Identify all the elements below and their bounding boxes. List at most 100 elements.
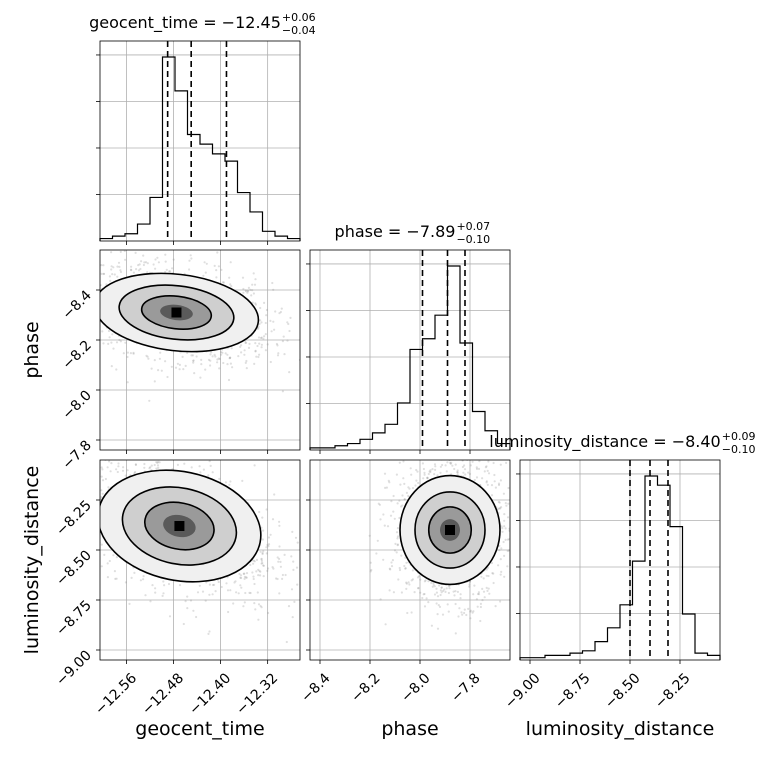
sample-point [110,268,113,271]
sample-point [383,524,386,527]
sample-point [190,354,193,357]
sample-point [498,549,501,552]
sample-point [112,554,115,557]
sample-point [142,578,145,581]
sample-point [469,609,472,612]
sample-point [485,465,488,468]
sample-point [471,446,473,448]
sample-point [454,590,457,593]
sample-point [239,574,243,577]
sample-point [541,590,543,592]
sample-point [100,264,103,267]
sample-point [383,472,387,475]
sample-point [74,333,76,335]
sample-point [117,462,120,465]
sample-point [157,369,160,372]
sample-point [248,591,251,595]
sample-point [410,579,413,582]
sample-point [398,499,401,502]
sample-point [69,296,71,298]
sample-point [312,583,314,585]
title-plus-error: +0.07 [456,220,490,233]
sample-point [407,581,410,584]
sample-point [158,441,160,443]
panel-content [33,250,300,402]
sample-point [468,472,472,476]
sample-point [447,591,450,595]
sample-point [103,553,106,557]
sample-point [256,344,259,348]
sample-point [255,558,259,562]
sample-point [33,276,35,278]
sample-point [119,340,122,343]
sample-point [182,622,185,626]
sample-point [291,530,294,534]
sample-point [241,276,245,279]
sample-point [139,579,142,582]
sample-point [314,579,316,581]
sample-point [192,361,195,364]
sample-point [191,354,194,357]
sample-point [390,565,394,568]
sample-point [406,611,409,615]
sample-point [211,355,214,358]
sample-point [116,470,119,474]
x-tick-label: −8.2 [348,670,383,705]
sample-point [524,544,526,546]
sample-point [94,260,96,262]
sample-point [253,602,256,605]
sample-point [106,576,109,579]
sample-point [257,336,261,339]
sample-point [148,399,151,402]
sample-point [204,599,207,602]
sample-point [245,341,248,344]
sample-point [202,468,205,471]
sample-point [265,552,268,555]
sample-point [258,353,261,356]
sample-point [167,582,171,586]
sample-point [282,335,285,338]
sample-point [487,574,490,578]
sample-point [213,353,216,356]
sample-point [260,606,263,609]
sample-point [84,285,86,287]
contour-level-1 [118,284,235,341]
sample-point [95,335,97,337]
sample-point [91,515,93,517]
sample-point [453,594,456,597]
sample-point [207,632,210,636]
sample-point [421,596,424,600]
sample-point [113,570,116,573]
sample-point [461,613,464,616]
sample-point [130,576,133,580]
sample-point [445,587,448,590]
sample-point [178,584,182,587]
sample-point [335,609,337,611]
sample-point [302,580,304,582]
sample-point [406,428,408,430]
sample-point [245,290,248,293]
histogram-geocent_time [99,56,301,241]
sample-point [156,256,159,259]
sample-point [435,442,437,444]
sample-point [459,593,462,596]
sample-point [393,517,396,520]
sample-point [146,271,149,274]
sample-point [502,540,505,544]
x-axis-label-phase: phase [381,718,438,740]
sample-point [506,538,509,541]
sample-point [151,584,154,587]
sample-point [459,597,462,600]
sample-point [210,351,213,354]
sample-point [96,270,98,272]
hist-panel-luminosity_distance [516,459,721,664]
sample-point [237,592,240,595]
sample-point [465,455,467,457]
sample-point [90,269,92,271]
sample-point [157,460,160,463]
sample-point [89,288,91,290]
sample-point [160,369,163,372]
sample-point [485,586,488,590]
sample-point [275,342,278,346]
sample-point [157,466,160,469]
